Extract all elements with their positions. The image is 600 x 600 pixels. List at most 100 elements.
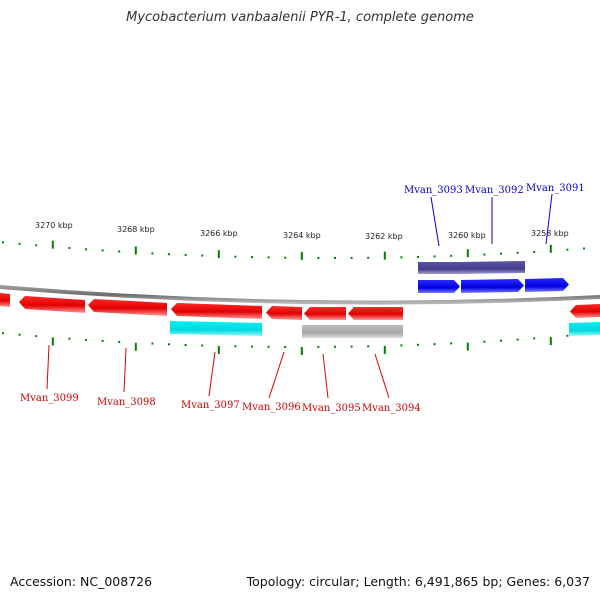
major-tick [300, 347, 303, 355]
rna-feature[interactable] [460, 261, 525, 274]
minor-tick [500, 252, 502, 255]
minor-tick [118, 250, 121, 253]
scale-label: 3262 kbp [365, 232, 403, 241]
minor-tick [566, 248, 569, 251]
cds-arrow[interactable] [304, 307, 346, 320]
minor-tick [350, 345, 353, 348]
major-tick [549, 337, 552, 346]
inner-tick-ring [2, 332, 585, 355]
cds-arrow[interactable] [88, 299, 167, 316]
cds-arrow[interactable] [570, 304, 600, 318]
cds-arrow[interactable] [19, 296, 85, 313]
major-tick [134, 246, 137, 255]
minor-tick [101, 249, 104, 252]
minor-tick [251, 256, 253, 259]
minor-tick [101, 339, 104, 342]
minor-tick [583, 247, 585, 250]
minor-tick [400, 344, 403, 347]
scale-label: 3268 kbp [117, 225, 155, 234]
minor-tick [68, 247, 71, 249]
cds-arrow[interactable] [418, 280, 460, 293]
minor-tick [317, 345, 320, 348]
rna-feature[interactable] [418, 262, 460, 274]
major-tick [383, 251, 386, 260]
accession-text: Accession: NC_008726 [10, 574, 153, 589]
other-feature[interactable] [302, 325, 403, 338]
scale-labels: 3270 kbp 3268 kbp 3266 kbp 3264 kbp 3262… [35, 221, 569, 241]
minor-tick [433, 343, 436, 346]
minor-tick [500, 339, 502, 342]
cds-arrow[interactable] [171, 303, 262, 319]
cds-arrow[interactable] [525, 278, 569, 292]
gene-label-reverse[interactable]: Mvan_3094 [362, 403, 421, 414]
major-tick [134, 342, 137, 351]
major-tick [383, 345, 386, 354]
minor-tick [533, 250, 536, 253]
minor-tick [400, 256, 403, 259]
minor-tick [168, 343, 170, 346]
minor-tick [18, 242, 21, 245]
scale-label: 3260 kbp [448, 231, 486, 240]
minor-tick [2, 332, 4, 335]
minor-tick [417, 255, 419, 258]
minor-tick [350, 256, 353, 259]
cds-arrow[interactable] [0, 293, 10, 307]
minor-tick [483, 253, 486, 256]
minor-tick [317, 257, 320, 259]
major-tick [51, 240, 54, 249]
gene-label-reverse[interactable]: Mvan_3096 [242, 402, 301, 413]
genome-stats-text: Topology: circular; Length: 6,491,865 bp… [246, 574, 590, 589]
minor-tick [184, 253, 187, 256]
major-tick [466, 249, 469, 258]
cds-arrow[interactable] [348, 307, 403, 320]
minor-tick [367, 256, 370, 259]
minor-tick [367, 345, 370, 348]
cds-arrow[interactable] [266, 306, 302, 320]
forward-strand-features [418, 261, 569, 293]
minor-tick [284, 346, 287, 348]
minor-tick [450, 254, 453, 257]
minor-tick [334, 257, 336, 259]
minor-tick [533, 337, 536, 340]
minor-tick [417, 343, 419, 346]
forward-gene-labels [430, 193, 553, 247]
scale-label: 3264 kbp [283, 231, 321, 240]
minor-tick [334, 345, 336, 348]
gene-label-reverse[interactable]: Mvan_3098 [97, 397, 156, 408]
minor-tick [483, 340, 486, 343]
minor-tick [566, 334, 569, 337]
minor-tick [85, 338, 87, 341]
outer-tick-ring [2, 240, 585, 260]
minor-tick [118, 340, 121, 343]
gene-label-forward[interactable]: Mvan_3091 [526, 183, 585, 194]
scale-label: 3270 kbp [35, 221, 73, 230]
rna-feature[interactable] [569, 322, 600, 336]
gene-label-forward[interactable]: Mvan_3092 [465, 185, 524, 196]
gene-label-reverse[interactable]: Mvan_3095 [302, 403, 361, 414]
minor-tick [234, 255, 237, 258]
major-tick [466, 342, 469, 351]
minor-tick [433, 255, 436, 258]
minor-tick [18, 333, 21, 336]
minor-tick [516, 338, 519, 341]
minor-tick [234, 345, 237, 348]
reverse-strand-features [0, 293, 600, 338]
gene-label-reverse[interactable]: Mvan_3097 [181, 400, 240, 411]
rna-feature[interactable] [170, 321, 262, 336]
cds-arrow[interactable] [461, 279, 524, 293]
scale-label: 3266 kbp [200, 229, 238, 238]
minor-tick [85, 248, 87, 251]
major-tick [300, 251, 303, 260]
reverse-gene-labels [46, 344, 390, 399]
minor-tick [35, 335, 38, 338]
minor-tick [267, 256, 270, 259]
gene-label-reverse[interactable]: Mvan_3099 [20, 393, 79, 404]
gene-label-forward[interactable]: Mvan_3093 [404, 185, 463, 196]
minor-tick [151, 252, 154, 255]
minor-tick [516, 251, 519, 254]
minor-tick [284, 256, 287, 259]
minor-tick [2, 241, 4, 244]
genome-backbone [0, 285, 600, 305]
major-tick [51, 337, 54, 346]
